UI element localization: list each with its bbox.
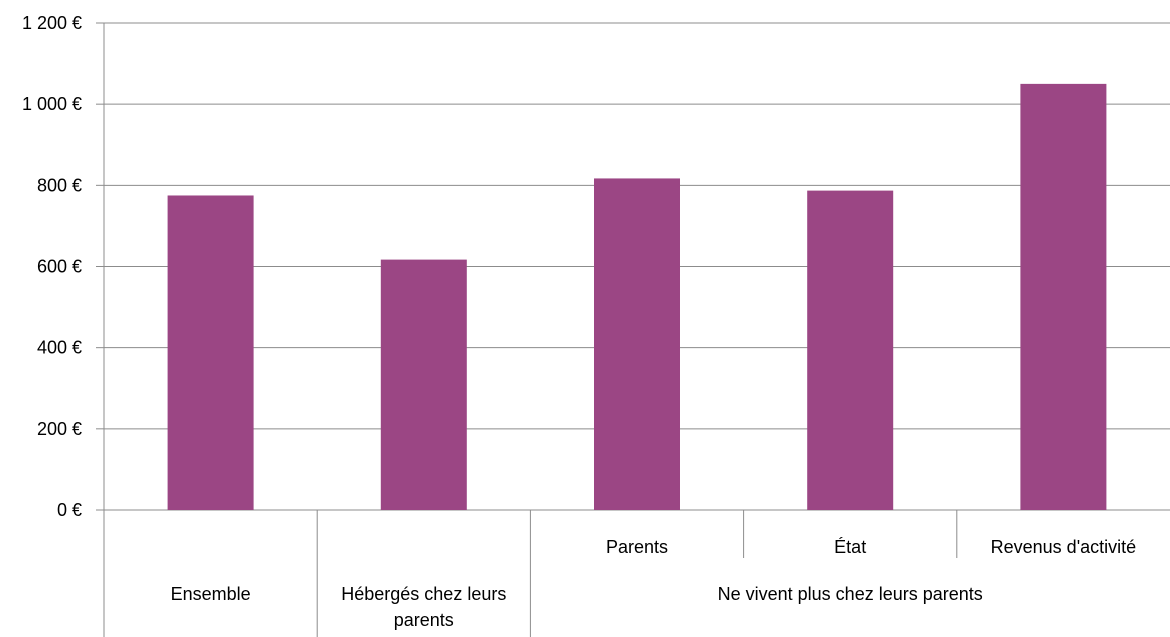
y-axis-ticks: 0 € 200 € 400 € 600 € 800 € 1 000 € 1 200 €	[22, 13, 104, 520]
group-label: Ensemble	[171, 584, 251, 604]
y-tick-label: 800 €	[37, 175, 82, 195]
group-label: Hébergés chez leurs	[341, 584, 506, 604]
category-labels: Parents État Revenus d'activité Ensemble Héb…	[171, 537, 1137, 630]
bar	[807, 190, 894, 510]
bars	[167, 83, 1107, 510]
bar	[380, 259, 467, 510]
y-tick-label: 200 €	[37, 419, 82, 439]
group-label: Ne vivent plus chez leurs parents	[718, 584, 983, 604]
y-tick-label: 400 €	[37, 338, 82, 358]
group-label: parents	[394, 610, 454, 630]
bar	[1020, 83, 1107, 510]
category-label: État	[834, 537, 866, 557]
category-label: Revenus d'activité	[991, 537, 1137, 557]
y-tick-label: 1 000 €	[22, 94, 82, 114]
bar	[594, 178, 680, 510]
y-tick-label: 600 €	[37, 257, 82, 277]
bar	[167, 195, 254, 510]
y-tick-label: 1 200 €	[22, 13, 82, 33]
category-label: Parents	[606, 537, 668, 557]
y-tick-label: 0 €	[57, 500, 82, 520]
